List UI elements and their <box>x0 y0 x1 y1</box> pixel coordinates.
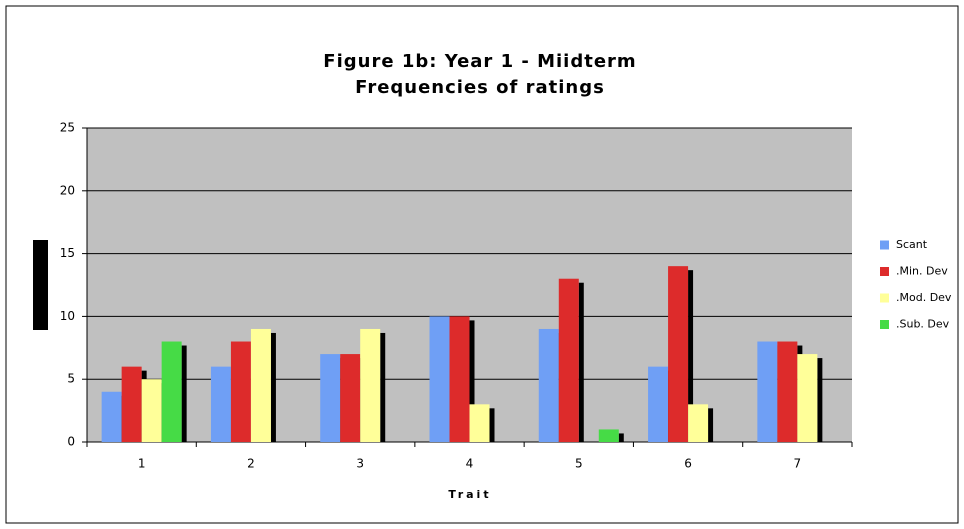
bar <box>101 391 122 442</box>
legend-label: Scant <box>896 238 928 251</box>
bar <box>469 404 490 442</box>
bar <box>360 328 381 442</box>
x-tick-label: 1 <box>138 457 146 471</box>
legend-label: .Mod. Dev <box>896 291 952 304</box>
bar <box>340 354 361 442</box>
legend-swatch <box>880 293 889 303</box>
bar-shadow <box>817 358 823 442</box>
bar <box>558 278 579 442</box>
bar <box>250 328 271 442</box>
y-tick-label: 25 <box>60 121 75 135</box>
bar <box>320 354 341 442</box>
bar <box>141 379 162 442</box>
bar <box>797 354 818 442</box>
y-axis-label-redacted <box>33 240 48 330</box>
bar <box>648 366 669 442</box>
bar <box>598 429 619 442</box>
bar-shadow <box>618 433 624 442</box>
bar <box>121 366 142 442</box>
bar-shadow <box>469 320 475 442</box>
bar <box>668 266 689 442</box>
x-tick-label: 5 <box>575 457 583 471</box>
bar <box>538 328 559 442</box>
bar-shadow <box>181 345 187 442</box>
chart-subtitle: Frequencies of ratings <box>355 77 605 98</box>
bar-shadow <box>708 408 714 442</box>
x-tick-label: 4 <box>466 457 474 471</box>
x-axis-label: Trait <box>448 488 491 501</box>
y-tick-label: 10 <box>60 309 75 323</box>
bar <box>688 404 709 442</box>
legend-swatch <box>880 267 889 276</box>
bar <box>161 341 182 442</box>
bar <box>429 316 450 442</box>
bar-shadow <box>270 332 276 442</box>
bar-shadow <box>578 282 584 442</box>
chart-title: Figure 1b: Year 1 - Miidterm <box>323 51 636 72</box>
bar-shadow <box>380 332 386 442</box>
bar <box>210 366 231 442</box>
y-tick-label: 15 <box>60 246 75 260</box>
y-tick-label: 0 <box>67 435 75 449</box>
x-tick-label: 7 <box>794 457 802 471</box>
bar-shadow <box>688 270 694 442</box>
bar <box>230 341 251 442</box>
x-tick-label: 2 <box>247 457 255 471</box>
legend-label: .Sub. Dev <box>896 318 950 331</box>
legend-label: .Min. Dev <box>896 265 948 278</box>
bar <box>449 316 470 442</box>
bar-shadow <box>489 408 495 442</box>
x-tick-label: 6 <box>684 457 692 471</box>
bar <box>757 341 778 442</box>
y-tick-label: 20 <box>60 183 75 197</box>
bar <box>777 341 798 442</box>
legend-swatch <box>880 240 889 250</box>
y-tick-label: 5 <box>67 372 75 386</box>
legend-swatch <box>880 320 889 329</box>
x-tick-label: 3 <box>356 457 364 471</box>
